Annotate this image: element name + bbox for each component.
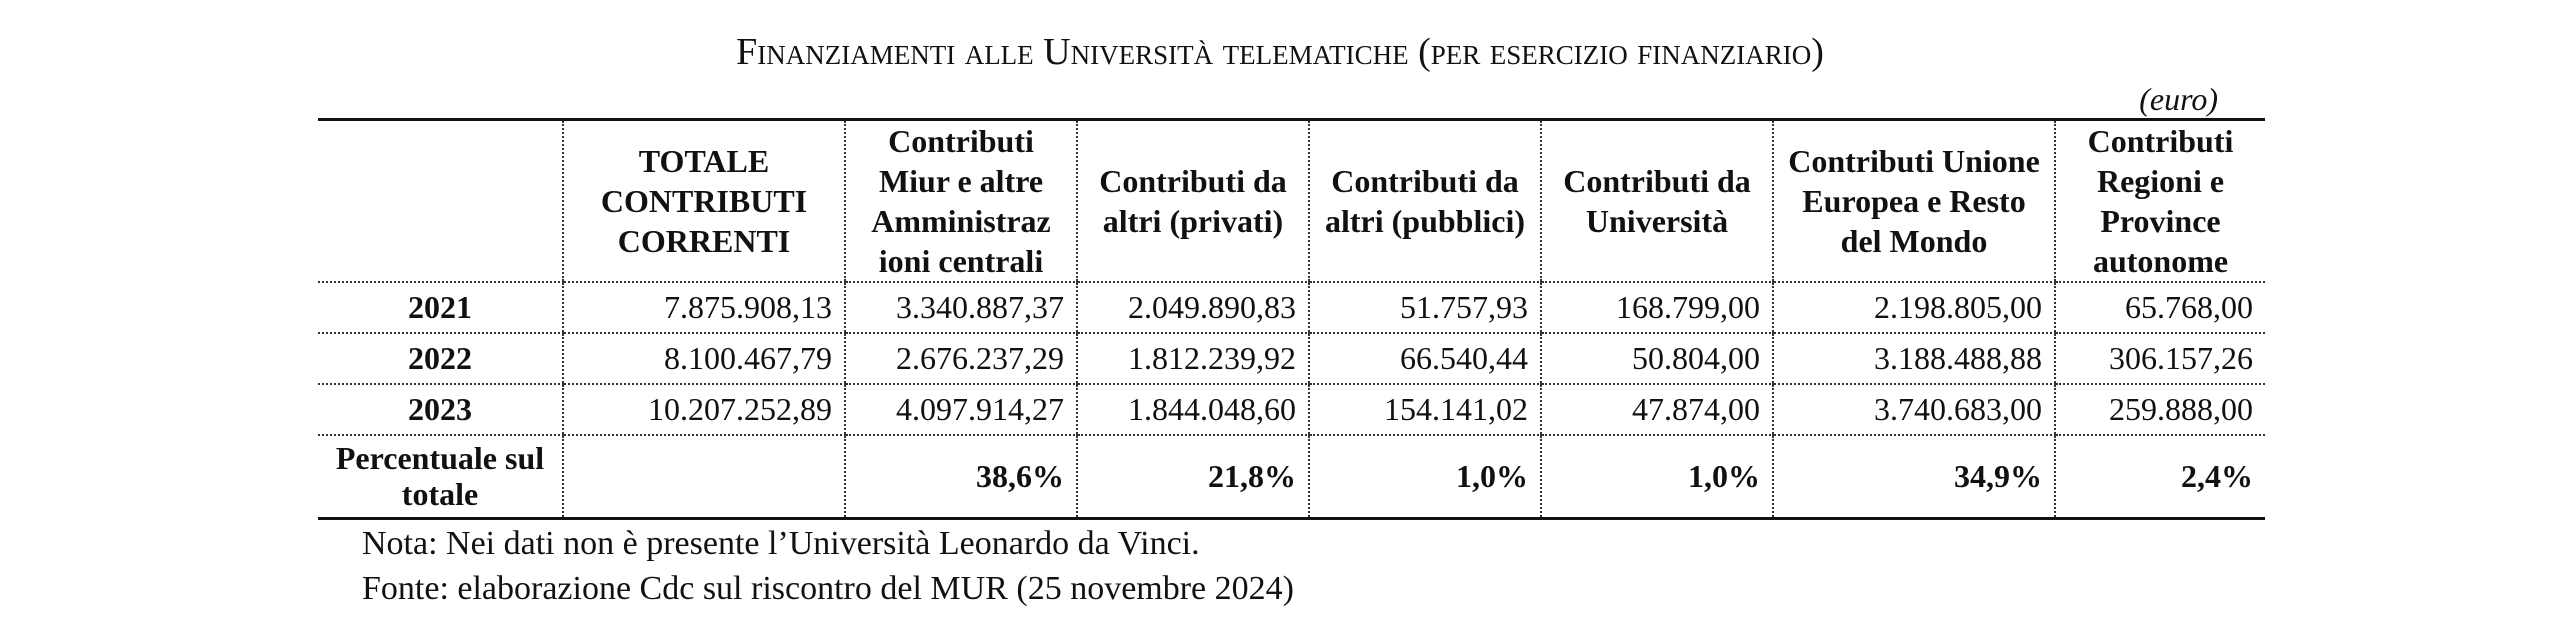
table-cell: 34,9% <box>1772 435 2055 518</box>
table-cell: 4.097.914,27 <box>844 384 1077 436</box>
table-cell <box>562 435 845 518</box>
table-cell: 50.804,00 <box>1540 333 1773 385</box>
table-cell: 2.676.237,29 <box>844 333 1077 385</box>
row-label: Percentuale sul totale <box>335 440 545 513</box>
page-title: Finanziamenti alle Università telematich… <box>736 31 1824 73</box>
funding-table: TOTALE CONTRIBUTI CORRENTI Contributi Mi… <box>318 118 2265 520</box>
table-cell: 2,4% <box>2054 435 2265 518</box>
table-cell: 8.100.467,79 <box>562 333 845 385</box>
table-header-row: TOTALE CONTRIBUTI CORRENTI Contributi Mi… <box>318 119 2265 283</box>
table-cell: 1.812.239,92 <box>1076 333 1309 385</box>
column-header-regioni: Contributi Regioni e Province autonome <box>2054 119 2265 283</box>
table-cell: 21,8% <box>1076 435 1309 518</box>
table-cell: 259.888,00 <box>2054 384 2265 436</box>
column-header-privati: Contributi da altri (privati) <box>1076 119 1309 283</box>
table-cell: 10.207.252,89 <box>562 384 845 436</box>
row-label: 2022 <box>318 333 563 385</box>
table-cell: 1,0% <box>1308 435 1541 518</box>
column-header-miur: Contributi Miur e altre Amministraz ioni… <box>844 119 1077 283</box>
table-cell: 1,0% <box>1540 435 1773 518</box>
table-row-2023: 2023 10.207.252,89 4.097.914,27 1.844.04… <box>318 384 2265 436</box>
table-cell: 51.757,93 <box>1308 282 1541 334</box>
table-cell: 168.799,00 <box>1540 282 1773 334</box>
table-cell: 2.049.890,83 <box>1076 282 1309 334</box>
row-label: 2021 <box>318 282 563 334</box>
table-row-percentuale: Percentuale sul totale 38,6% 21,8% 1,0% … <box>318 435 2265 518</box>
table-cell: 1.844.048,60 <box>1076 384 1309 436</box>
footnote-nota: Nota: Nei dati non è presente l’Universi… <box>362 525 1200 562</box>
table-cell: 306.157,26 <box>2054 333 2265 385</box>
footnote-fonte: Fonte: elaborazione Cdc sul riscontro de… <box>362 570 1294 607</box>
table-corner-cell <box>318 119 563 283</box>
row-label: 2023 <box>318 384 563 436</box>
unit-label: (euro) <box>2139 81 2218 117</box>
table-row-2022: 2022 8.100.467,79 2.676.237,29 1.812.239… <box>318 333 2265 385</box>
table-cell: 38,6% <box>844 435 1077 518</box>
table-cell: 47.874,00 <box>1540 384 1773 436</box>
table-cell: 3.340.887,37 <box>844 282 1077 334</box>
column-header-totale: TOTALE CONTRIBUTI CORRENTI <box>562 119 845 283</box>
table-cell: 154.141,02 <box>1308 384 1541 436</box>
column-header-ue: Contributi Unione Europea e Resto del Mo… <box>1772 119 2055 283</box>
table-cell: 65.768,00 <box>2054 282 2265 334</box>
table-cell: 7.875.908,13 <box>562 282 845 334</box>
table-cell: 66.540,44 <box>1308 333 1541 385</box>
table-cell: 3.740.683,00 <box>1772 384 2055 436</box>
column-header-universita: Contributi da Università <box>1540 119 1773 283</box>
column-header-pubblici: Contributi da altri (pubblici) <box>1308 119 1541 283</box>
table-cell: 3.188.488,88 <box>1772 333 2055 385</box>
table-row-2021: 2021 7.875.908,13 3.340.887,37 2.049.890… <box>318 282 2265 334</box>
table-cell: 2.198.805,00 <box>1772 282 2055 334</box>
